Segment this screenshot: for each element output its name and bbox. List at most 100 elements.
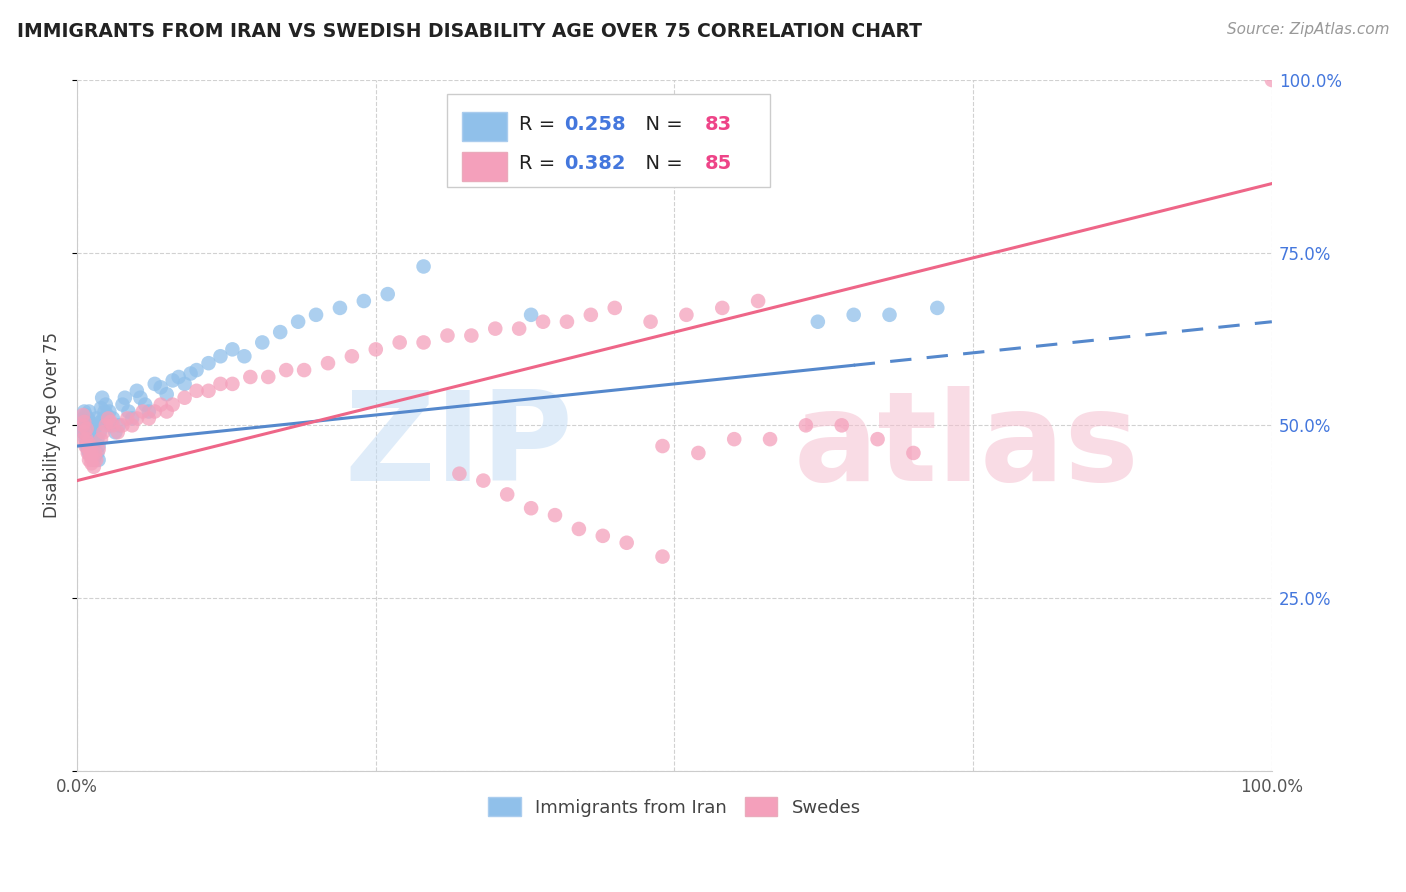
Text: 83: 83 (704, 115, 731, 134)
Point (436, 328, 458, 343)
Text: 85: 85 (704, 154, 731, 173)
Point (76, 432, 98, 446)
Point (117, 404, 139, 418)
Point (711, 301, 734, 315)
Point (91, 391, 114, 405)
Point (388, 335, 411, 350)
Point (79, 439, 101, 453)
Point (149, 398, 172, 412)
Point (83, 459, 105, 474)
Point (104, 425, 127, 440)
Point (531, 315, 554, 329)
Point (287, 315, 309, 329)
Point (82, 453, 104, 467)
Point (180, 367, 202, 381)
Point (138, 411, 160, 425)
Point (221, 376, 243, 391)
Point (90, 432, 112, 446)
Point (121, 418, 143, 433)
Point (651, 549, 673, 564)
Point (508, 321, 530, 335)
Point (79, 415, 101, 429)
Point (156, 404, 179, 418)
Legend: Immigrants from Iran, Swedes: Immigrants from Iran, Swedes (481, 789, 868, 824)
Point (72, 408, 94, 422)
Point (520, 308, 543, 322)
Point (927, 301, 949, 315)
Text: ZIP: ZIP (344, 385, 572, 507)
Point (167, 370, 190, 384)
Point (675, 308, 697, 322)
Point (75, 432, 97, 446)
Point (84, 453, 107, 467)
Point (83, 453, 105, 467)
Point (186, 384, 208, 398)
Point (520, 501, 543, 516)
Point (75, 408, 97, 422)
Point (86, 432, 108, 446)
Point (76, 428, 98, 442)
Point (520, 121, 543, 136)
Point (807, 315, 830, 329)
Point (353, 293, 375, 308)
Point (82, 432, 104, 446)
Point (73, 404, 96, 418)
Point (107, 425, 129, 440)
Point (87, 453, 110, 467)
Point (305, 308, 328, 322)
Point (76, 435, 98, 450)
Point (269, 325, 291, 339)
Point (759, 432, 782, 446)
Bar (461, 152, 508, 181)
Point (209, 376, 232, 391)
Point (125, 411, 148, 425)
Point (80, 456, 103, 470)
Point (90, 401, 112, 415)
Point (149, 380, 172, 394)
Point (209, 349, 232, 363)
Point (84, 411, 107, 425)
Point (111, 398, 134, 412)
Point (252, 335, 274, 350)
Point (340, 349, 363, 363)
Point (73, 415, 96, 429)
Point (73, 415, 96, 429)
Point (72, 411, 94, 425)
Point (616, 121, 638, 136)
Point (831, 418, 853, 433)
Point (568, 522, 591, 536)
Text: Source: ZipAtlas.com: Source: ZipAtlas.com (1226, 22, 1389, 37)
Point (76, 435, 98, 450)
Point (114, 391, 136, 405)
Point (903, 446, 925, 460)
Point (197, 384, 219, 398)
Point (76, 411, 98, 425)
Point (100, 415, 122, 429)
Point (79, 450, 101, 464)
Point (83, 439, 105, 453)
Point (86, 446, 108, 460)
Point (747, 293, 769, 308)
Point (412, 260, 434, 274)
Point (73, 425, 96, 440)
Point (80, 446, 103, 460)
Point (197, 356, 219, 370)
Point (143, 376, 166, 391)
Point (257, 370, 280, 384)
Point (97, 415, 120, 429)
Point (121, 411, 143, 425)
Point (221, 343, 243, 357)
Point (75, 439, 97, 453)
Point (484, 321, 506, 335)
Point (117, 411, 139, 425)
Point (496, 487, 519, 501)
Point (72, 418, 94, 433)
Point (77, 446, 100, 460)
Point (77, 442, 100, 457)
Point (472, 474, 495, 488)
Point (84, 450, 107, 464)
Point (101, 411, 124, 425)
Point (77, 432, 100, 446)
Point (77, 453, 100, 467)
Point (579, 308, 602, 322)
